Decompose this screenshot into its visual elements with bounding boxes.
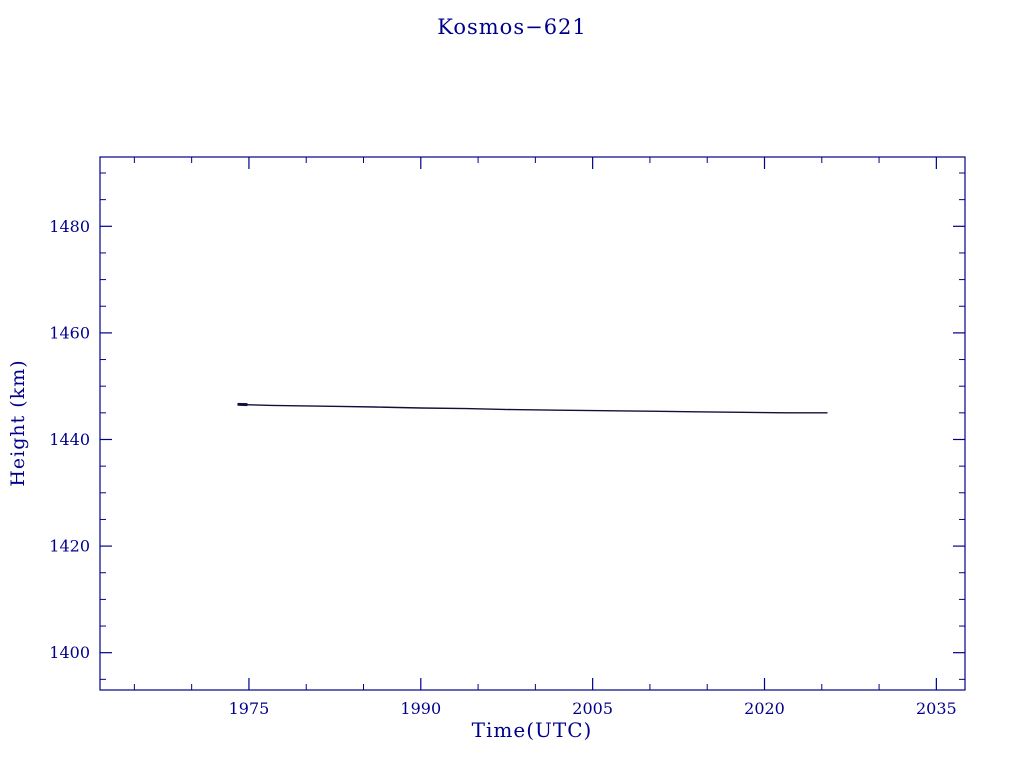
x-tick-label: 1975	[229, 699, 270, 718]
x-tick-label: 1990	[400, 699, 441, 718]
plot-frame	[99, 156, 966, 691]
x-tick-label: 2035	[916, 699, 957, 718]
y-tick-label: 1480	[49, 217, 90, 236]
y-tick-label: 1440	[49, 430, 90, 449]
x-tick-label: 2020	[744, 699, 785, 718]
y-tick-label: 1460	[49, 323, 90, 342]
y-tick-label: 1400	[49, 643, 90, 662]
x-tick-label: 2005	[572, 699, 613, 718]
x-axis-label: Time(UTC)	[471, 718, 593, 742]
data-line	[237, 403, 828, 414]
y-tick-label: 1420	[49, 537, 90, 556]
chart-title: Kosmos−621	[437, 15, 587, 39]
